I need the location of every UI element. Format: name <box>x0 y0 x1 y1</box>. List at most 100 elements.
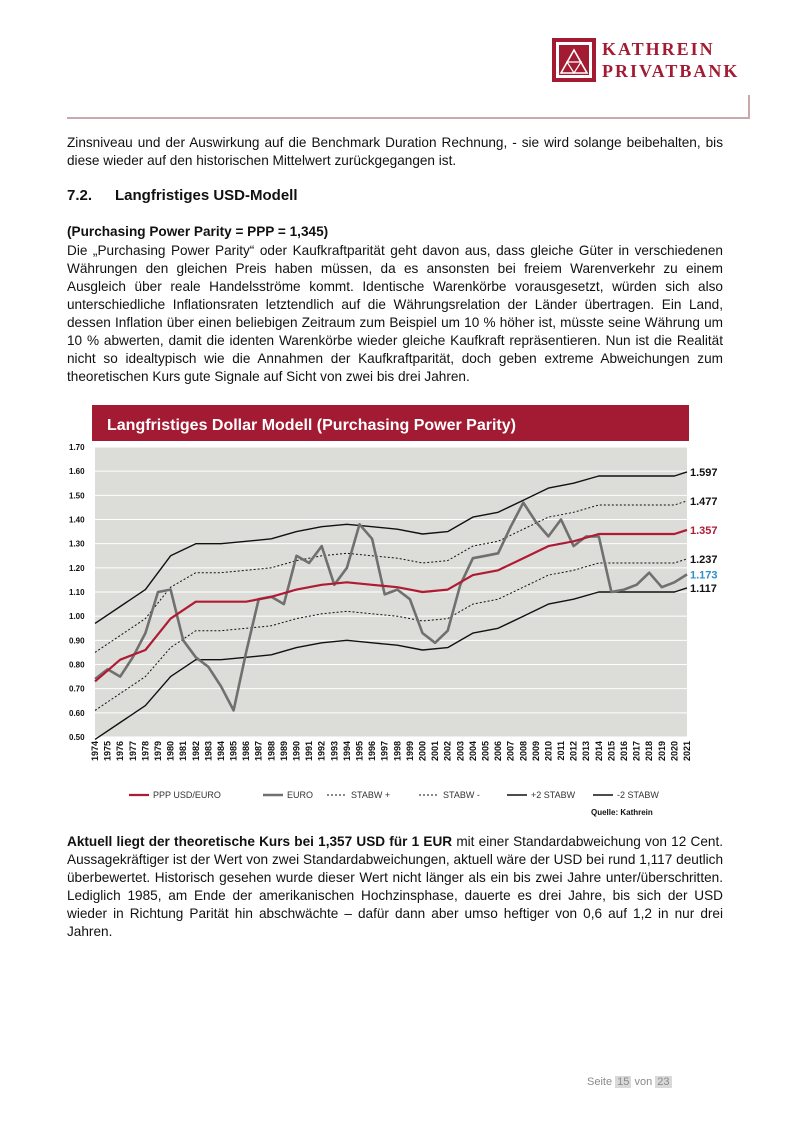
x-tick-label: 1991 <box>304 741 314 761</box>
page-footer: Seite 15 von 23 <box>587 1076 672 1088</box>
x-tick-label: 2008 <box>518 741 528 761</box>
y-tick-label: 0.90 <box>69 636 85 645</box>
x-tick-label: 1985 <box>229 741 239 761</box>
x-tick-label: 2015 <box>606 741 616 761</box>
header-rule-tick <box>748 95 750 119</box>
y-axis-ticks: 1.701.601.501.401.301.201.101.000.900.80… <box>69 443 85 742</box>
x-tick-label: 2012 <box>569 741 579 761</box>
x-tick-label: 2020 <box>669 741 679 761</box>
bank-logo: KATHREIN PRIVATBANK <box>552 38 752 82</box>
x-tick-label: 2001 <box>430 741 440 761</box>
x-tick-label: 2011 <box>556 741 566 761</box>
x-tick-label: 2002 <box>443 741 453 761</box>
y-tick-label: 1.50 <box>69 491 85 500</box>
x-tick-label: 1974 <box>90 741 100 761</box>
end-value-label: 1.237 <box>690 554 718 566</box>
x-tick-label: 1977 <box>128 741 138 761</box>
y-tick-label: 0.80 <box>69 661 85 670</box>
ppp-subheading: (Purchasing Power Parity = PPP = 1,345) <box>67 224 328 239</box>
brand-line-1: KATHREIN <box>602 38 739 60</box>
x-tick-label: 2014 <box>594 741 604 761</box>
y-tick-label: 0.60 <box>69 709 85 718</box>
x-tick-label: 1994 <box>342 741 352 761</box>
y-tick-label: 1.60 <box>69 467 85 476</box>
legend-item: EURO <box>263 790 313 800</box>
x-tick-label: 2016 <box>619 741 629 761</box>
x-tick-label: 1997 <box>380 741 390 761</box>
x-tick-label: 1995 <box>355 741 365 761</box>
x-tick-label: 2019 <box>657 741 667 761</box>
conclusion-text: mit einer Standardabweichung von 12 Cent… <box>67 834 723 939</box>
end-value-label: 1.357 <box>690 525 718 537</box>
x-tick-label: 1987 <box>254 741 264 761</box>
footer-total: 23 <box>655 1076 671 1088</box>
x-tick-label: 2018 <box>644 741 654 761</box>
footer-page: 15 <box>615 1076 631 1088</box>
x-tick-label: 1998 <box>392 741 402 761</box>
x-tick-label: 1979 <box>153 741 163 761</box>
y-tick-label: 1.40 <box>69 516 85 525</box>
x-tick-label: 1983 <box>203 741 213 761</box>
x-tick-label: 1988 <box>266 741 276 761</box>
x-tick-label: 2003 <box>455 741 465 761</box>
x-tick-label: 1984 <box>216 741 226 761</box>
x-tick-label: 2017 <box>632 741 642 761</box>
section-heading: 7.2. Langfristiges USD-Modell <box>67 187 298 204</box>
section-title: Langfristiges USD-Modell <box>115 187 298 204</box>
intro-paragraph: Zinsniveau und der Auswirkung auf die Be… <box>67 134 723 170</box>
x-tick-label: 1978 <box>140 741 150 761</box>
end-value-label: 1.597 <box>690 467 718 479</box>
x-tick-label: 2007 <box>506 741 516 761</box>
x-axis-ticks: 1974 1975 1976 1977 1978 1979 1980 1981 1982 1983… <box>90 741 692 761</box>
x-tick-label: 1980 <box>166 741 176 761</box>
y-tick-label: 1.30 <box>69 540 85 549</box>
legend-item: -2 STABW <box>593 790 659 800</box>
x-tick-label: 2010 <box>543 741 553 761</box>
header-rule <box>67 117 750 119</box>
end-value-label: 1.477 <box>690 496 718 508</box>
logo-emblem-icon <box>552 38 596 82</box>
legend-label: -2 STABW <box>617 790 659 800</box>
x-tick-label: 1981 <box>178 741 188 761</box>
chart-title: Langfristiges Dollar Modell (Purchasing … <box>107 417 516 434</box>
x-tick-label: 1989 <box>279 741 289 761</box>
ppp-chart-svg: Langfristiges Dollar Modell (Purchasing … <box>67 405 721 827</box>
x-tick-label: 2005 <box>480 741 490 761</box>
section-number: 7.2. <box>67 187 115 204</box>
x-tick-label: 1993 <box>329 741 339 761</box>
end-value-labels: 1.597 1.477 1.357 1.237 1.173 1.117 <box>690 467 718 595</box>
brand-line-2: PRIVATBANK <box>602 60 739 82</box>
x-tick-label: 1982 <box>191 741 201 761</box>
ppp-chart: Langfristiges Dollar Modell (Purchasing … <box>67 405 721 827</box>
legend-label: STABW + <box>351 790 390 800</box>
legend-item: STABW + <box>327 790 390 800</box>
footer-prefix: Seite <box>587 1076 612 1088</box>
legend-label: PPP USD/EURO <box>153 790 221 800</box>
y-tick-label: 1.00 <box>69 612 85 621</box>
conclusion-lead: Aktuell liegt der theoretische Kurs bei … <box>67 834 452 849</box>
end-value-label: 1.173 <box>690 569 718 581</box>
legend-label: STABW - <box>443 790 480 800</box>
x-tick-label: 1992 <box>317 741 327 761</box>
ppp-body-paragraph: Die „Purchasing Power Parity“ oder Kaufk… <box>67 242 723 386</box>
end-value-label: 1.117 <box>690 583 717 595</box>
x-tick-label: 1990 <box>292 741 302 761</box>
legend-item: STABW - <box>419 790 480 800</box>
y-tick-label: 1.10 <box>69 588 85 597</box>
footer-mid: von <box>634 1076 652 1088</box>
legend-item: +2 STABW <box>507 790 576 800</box>
x-tick-label: 1976 <box>115 741 125 761</box>
conclusion-paragraph: Aktuell liegt der theoretische Kurs bei … <box>67 833 723 941</box>
y-tick-label: 0.50 <box>69 733 85 742</box>
chart-legend: PPP USD/EURO EURO STABW + STABW - +2 STABW -2… <box>129 790 659 800</box>
x-tick-label: 2006 <box>493 741 503 761</box>
x-tick-label: 2009 <box>531 741 541 761</box>
y-tick-label: 1.20 <box>69 564 85 573</box>
x-tick-label: 1996 <box>367 741 377 761</box>
x-tick-label: 2004 <box>468 741 478 761</box>
x-tick-label: 1999 <box>405 741 415 761</box>
x-tick-label: 1975 <box>103 741 113 761</box>
x-tick-label: 2000 <box>417 741 427 761</box>
chart-source: Quelle: Kathrein <box>591 808 653 817</box>
x-tick-label: 2013 <box>581 741 591 761</box>
